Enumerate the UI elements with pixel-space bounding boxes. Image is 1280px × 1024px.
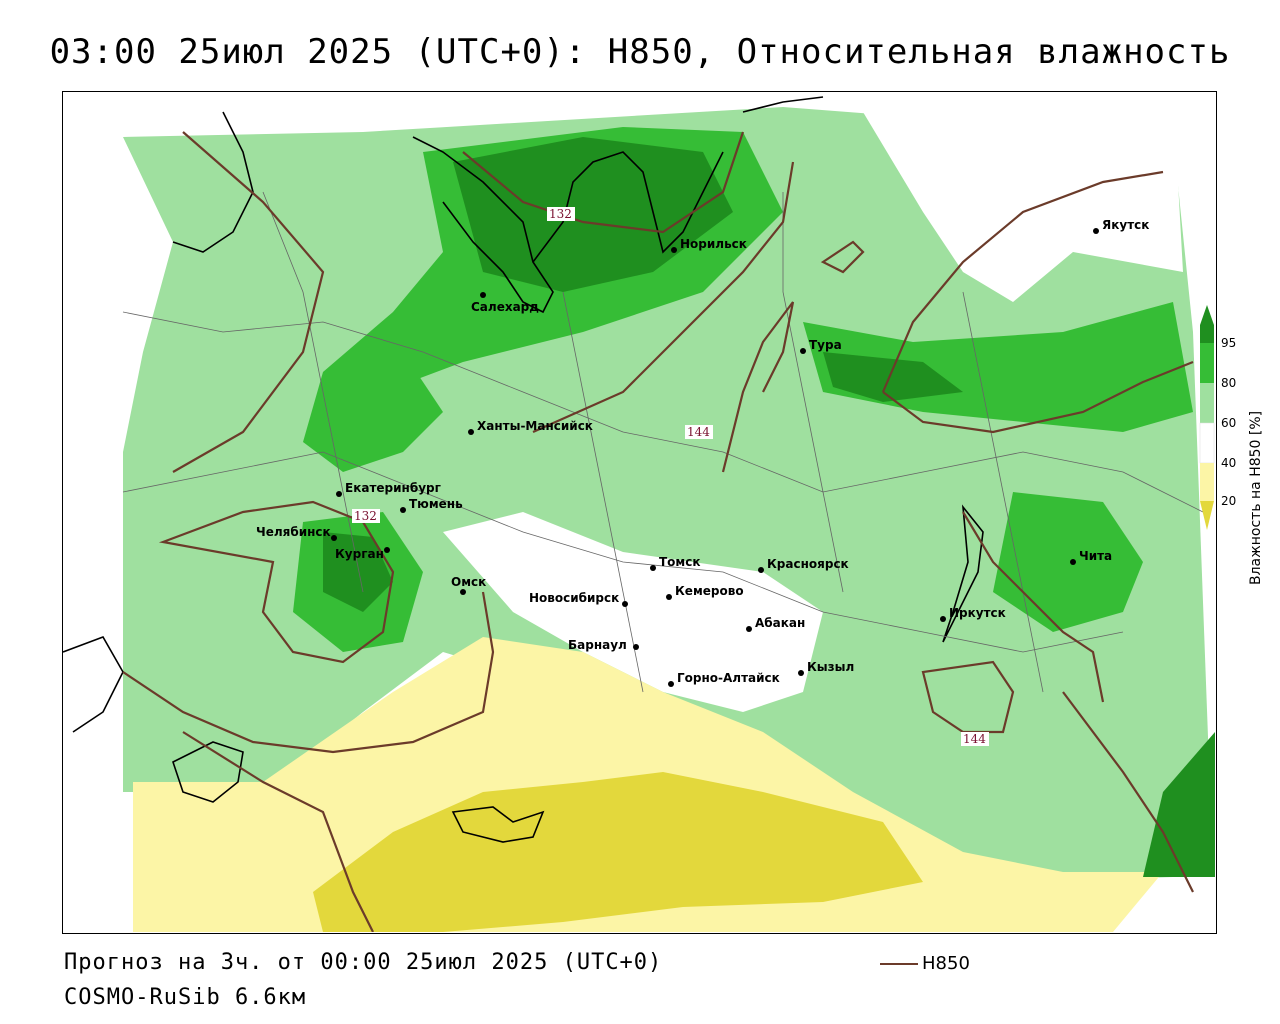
city-label: Красноярск — [767, 557, 849, 571]
city-label: Тюмень — [409, 497, 463, 511]
city-label: Курган — [335, 547, 384, 561]
map-title: 03:00 25июл 2025 (UTC+0): H850, Относите… — [49, 32, 1231, 72]
map-canvas: 132 132 144 144 Якутск Норильск Салехард Ту… — [63, 92, 1215, 932]
humidity-zone-60-80 — [123, 107, 1213, 882]
city-label: Ханты-Мансийск — [477, 419, 593, 433]
humidity-map: 132 132 144 144 Якутск Норильск Салехард Ту… — [62, 91, 1217, 934]
colorbar-60-80 — [1200, 383, 1214, 423]
contour-label: 132 — [549, 207, 572, 221]
city-dot — [800, 348, 806, 354]
city-dot — [460, 589, 466, 595]
city-dot — [940, 616, 946, 622]
colorbar-tick: 95 — [1221, 336, 1237, 350]
humidity-colorbar — [1199, 305, 1215, 530]
colorbar-tick: 40 — [1221, 456, 1237, 470]
city-label: Барнаул — [568, 638, 627, 652]
model-info: COSMO-RuSib 6.6км — [64, 985, 307, 1010]
humidity-zone-80-95-chita — [993, 492, 1143, 632]
colorbar-title: Влажность на H850 [%] — [1248, 410, 1264, 585]
city-dot — [1070, 559, 1076, 565]
city-label: Чита — [1079, 549, 1112, 563]
humidity-zone-80-95-ural — [303, 352, 443, 472]
city-label: Абакан — [755, 616, 805, 630]
h850-contours — [122, 131, 1194, 932]
city-dot — [650, 565, 656, 571]
forecast-info: Прогноз на 3ч. от 00:00 25июл 2025 (UTC+… — [64, 950, 663, 975]
city-label: Горно-Алтайск — [677, 671, 780, 685]
city-dot — [622, 601, 628, 607]
humidity-zone-40-60-west — [63, 137, 173, 612]
city-dot — [384, 547, 390, 553]
humidity-zone-above95-kurgan — [323, 532, 393, 612]
humidity-zone-40-60-central — [443, 512, 823, 712]
city-label: Иркутск — [949, 606, 1006, 620]
colorbar-95 — [1200, 325, 1214, 343]
colorbar-40-60 — [1199, 422, 1215, 464]
city-label: Салехард — [471, 300, 539, 314]
contour-labels: 132 132 144 144 — [352, 207, 989, 746]
colorbar-tick: 60 — [1221, 416, 1237, 430]
city-label: Новосибирск — [529, 591, 619, 605]
city-label: Екатеринбург — [345, 481, 441, 495]
contour-legend-label: H850 — [922, 953, 970, 974]
city-dot — [758, 567, 764, 573]
city-label: Тура — [809, 338, 842, 352]
coastline — [63, 96, 984, 843]
city-label: Томск — [659, 555, 701, 569]
city-dot — [666, 594, 672, 600]
colorbar-below20 — [1200, 501, 1214, 530]
city-label: Челябинск — [256, 525, 331, 539]
city-dot — [331, 535, 337, 541]
contour-legend-line — [880, 963, 918, 965]
contour-legend: H850 — [880, 953, 970, 974]
city-label: Якутск — [1102, 218, 1149, 232]
city-dot — [633, 644, 639, 650]
colorbar-80-95 — [1200, 343, 1214, 383]
city-markers: Якутск Норильск Салехард Тура Ханты-Мансийск… — [256, 218, 1149, 687]
contour-label: 132 — [354, 509, 377, 523]
city-dot — [1093, 228, 1099, 234]
colorbar-tick: 20 — [1221, 494, 1237, 508]
contour-label: 144 — [687, 425, 710, 439]
colorbar-above95 — [1200, 305, 1214, 325]
city-dot — [798, 670, 804, 676]
colorbar-tick: 80 — [1221, 376, 1237, 390]
humidity-zone-below-20 — [313, 772, 923, 932]
contour-label: 144 — [963, 732, 986, 746]
city-dot — [336, 491, 342, 497]
city-label: Кемерово — [675, 584, 744, 598]
humidity-zone-above95-east — [823, 352, 963, 402]
humidity-zone-above95-north — [453, 137, 733, 292]
city-dot — [400, 507, 406, 513]
humidity-zone-above95-se — [1143, 732, 1215, 877]
city-label: Омск — [451, 575, 486, 589]
city-label: Кызыл — [807, 660, 854, 674]
city-dot — [746, 626, 752, 632]
city-dot — [480, 292, 486, 298]
regional-borders — [122, 191, 1204, 693]
city-dot — [671, 247, 677, 253]
city-label: Норильск — [680, 237, 747, 251]
humidity-zone-40-60-east — [863, 92, 1183, 302]
city-dot — [468, 429, 474, 435]
colorbar-20-40 — [1200, 463, 1214, 501]
city-dot — [668, 681, 674, 687]
